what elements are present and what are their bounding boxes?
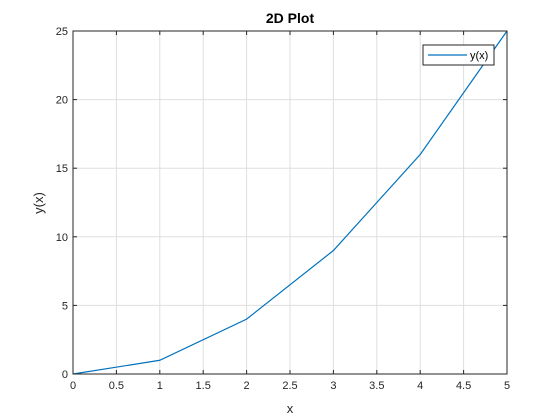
series-layer: [72, 30, 508, 375]
x-tick-label: 3: [330, 380, 336, 392]
x-tick-label: 2.5: [282, 380, 297, 392]
x-tick-label: 3.5: [369, 380, 384, 392]
x-tick-label: 0.5: [109, 380, 124, 392]
x-axis-label: x: [287, 401, 294, 416]
y-tick-label: 5: [62, 300, 68, 312]
y-tick-label: 10: [56, 232, 68, 244]
x-tick-label: 1.5: [196, 380, 211, 392]
x-tick-label: 4: [417, 380, 423, 392]
x-tick-label: 5: [504, 380, 510, 392]
x-tick-label: 0: [70, 380, 76, 392]
y-tick-label: 0: [62, 369, 68, 381]
y-tick-label: 20: [56, 95, 68, 107]
y-tick-label: 25: [56, 26, 68, 38]
ticks-layer: 0 0.5 1 1.5 2 2.5 3 3.5 4 4.5 5 0 5 10 15 20 25: [56, 26, 510, 392]
x-tick-label: 4.5: [456, 380, 471, 392]
legend-label: y(x): [470, 50, 488, 62]
legend: y(x): [422, 44, 495, 66]
chart-title: 2D Plot: [266, 10, 315, 26]
y-axis-label: y(x): [31, 192, 46, 214]
x-tick-label: 1: [157, 380, 163, 392]
x-tick-label: 2: [244, 380, 250, 392]
series-line: [72, 30, 508, 375]
y-tick-label: 15: [56, 163, 68, 175]
